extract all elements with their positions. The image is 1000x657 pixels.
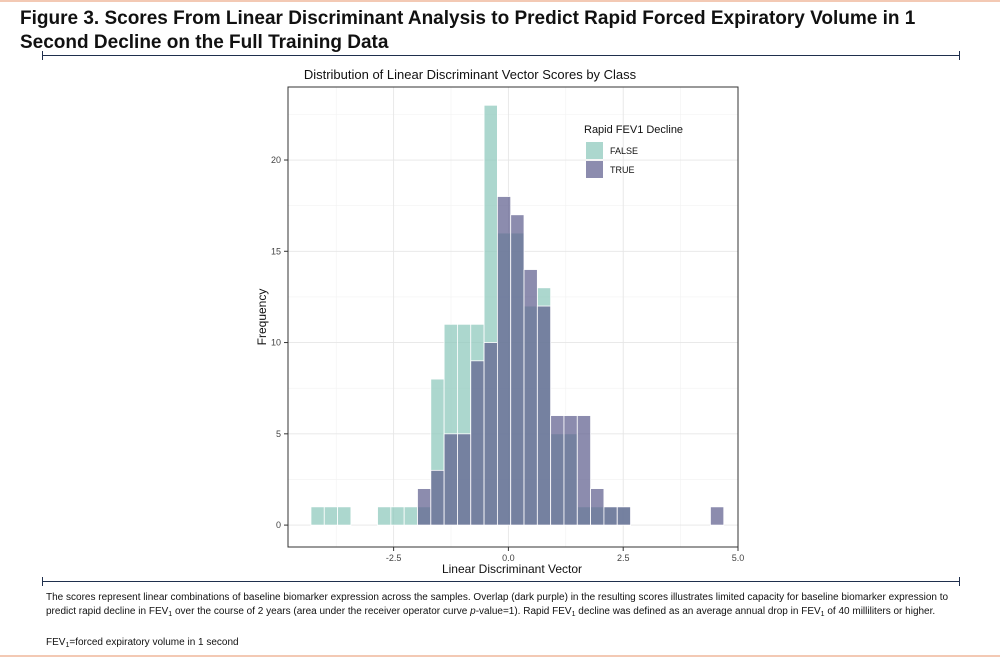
x-tick-label: 0.0 [502,553,515,563]
x-tick-label: 5.0 [732,553,745,563]
plot-area: -2.5 0.0 2.5 5.0 0 5 10 15 20 [271,86,745,563]
histogram-bar-false [337,506,352,526]
x-tick-label: 2.5 [617,553,630,563]
abbreviation-definition: =forced expiratory volume in 1 second [69,637,239,648]
y-tick-label: 10 [271,338,281,348]
caption-text-2: over the course of 2 years (area under t… [172,606,471,617]
caption-subscript-3: 1 [820,611,825,618]
legend-label-false: FALSE [610,146,638,156]
histogram-bar-false [390,506,405,526]
histogram-bar-false [310,506,325,526]
histogram-bar-true [603,506,618,526]
legend-key-true [586,161,603,178]
caption-text-1: The scores represent linear combinations… [46,592,949,617]
caption-subscript-1: 1 [168,611,173,618]
histogram-bar-true [457,433,472,526]
abbreviation-subscript: 1 [65,642,70,649]
caption-text-3: -value=1). Rapid FEV [475,606,572,617]
histogram-bar-false [377,506,392,526]
histogram-bar-true [417,488,432,526]
histogram-bar-true [470,360,485,526]
histogram-chart: Distribution of Linear Discriminant Vect… [255,67,745,576]
histogram-bar-true [443,433,458,526]
histogram-bar-true [510,214,525,526]
histogram-bar-true [616,506,631,526]
histogram-bar-true [523,269,538,526]
legend-key-false [586,142,603,159]
y-tick-label: 0 [276,520,281,530]
y-axis-label: Frequency [255,289,269,346]
histogram-bar-true [496,196,512,526]
plot-border [287,86,739,548]
histogram-bar-true [550,415,565,526]
caption-italic-p: p [470,606,476,617]
histogram-bar-true [576,415,592,526]
histogram-bar-true [536,305,552,526]
top-accent-rule [0,0,1000,2]
figure-caption: The scores represent linear combinations… [46,591,958,619]
chart-title: Distribution of Linear Discriminant Vect… [304,67,637,82]
x-tick-label: -2.5 [386,553,402,563]
histogram-bar-true [710,506,725,526]
legend-label-true: TRUE [610,165,635,175]
caption-text-4: decline was defined as an average annual… [575,606,821,617]
histogram-bar-true [590,488,605,526]
y-tick-label: 20 [271,155,281,165]
legend: Rapid FEV1 Decline FALSE TRUE [584,124,683,178]
legend-title: Rapid FEV1 Decline [584,124,683,136]
caption-text-5: of 40 milliliters or higher. [824,606,936,617]
abbreviation-note: FEV1=forced expiratory volume in 1 secon… [46,636,239,650]
y-tick-label: 15 [271,246,281,256]
x-axis-label: Linear Discriminant Vector [442,562,582,576]
histogram-bar-false [323,506,338,526]
histogram-bar-true [430,469,445,526]
caption-subscript-2: 1 [571,611,576,618]
bottom-accent-rule [0,655,1000,657]
histogram-bar-true [563,415,578,526]
histogram-bar-true [483,342,498,526]
y-tick-label: 5 [276,429,281,439]
abbreviation-term: FEV [46,637,66,648]
histogram-bar-false [403,506,418,526]
figure-title: Figure 3. Scores From Linear Discriminan… [20,8,916,53]
title-divider [42,51,960,60]
caption-divider [42,577,960,586]
